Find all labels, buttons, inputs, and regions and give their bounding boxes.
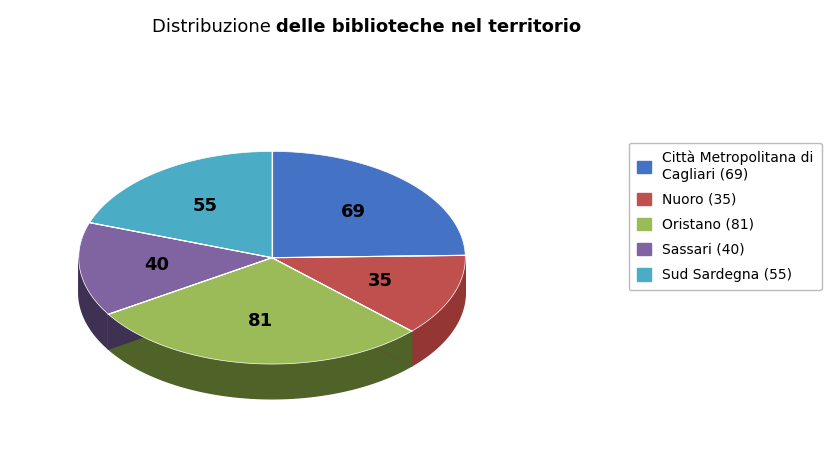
Polygon shape [272, 258, 411, 366]
Polygon shape [108, 258, 272, 349]
Text: Distribuzione: Distribuzione [151, 18, 276, 36]
Polygon shape [79, 258, 108, 349]
Text: 35: 35 [367, 272, 392, 290]
Polygon shape [108, 314, 411, 399]
Text: 81: 81 [247, 312, 273, 330]
Text: 55: 55 [192, 197, 217, 215]
Polygon shape [272, 255, 465, 331]
Polygon shape [272, 152, 465, 258]
Polygon shape [79, 223, 272, 314]
Text: 69: 69 [340, 203, 365, 221]
Polygon shape [108, 258, 272, 349]
Legend: Città Metropolitana di
Cagliari (69), Nuoro (35), Oristano (81), Sassari (40), S: Città Metropolitana di Cagliari (69), Nu… [628, 143, 821, 290]
Polygon shape [272, 258, 411, 366]
Text: delle biblioteche nel territorio: delle biblioteche nel territorio [276, 18, 581, 36]
Polygon shape [411, 258, 465, 366]
Polygon shape [108, 258, 411, 364]
Polygon shape [89, 152, 272, 258]
Text: 40: 40 [144, 256, 169, 274]
